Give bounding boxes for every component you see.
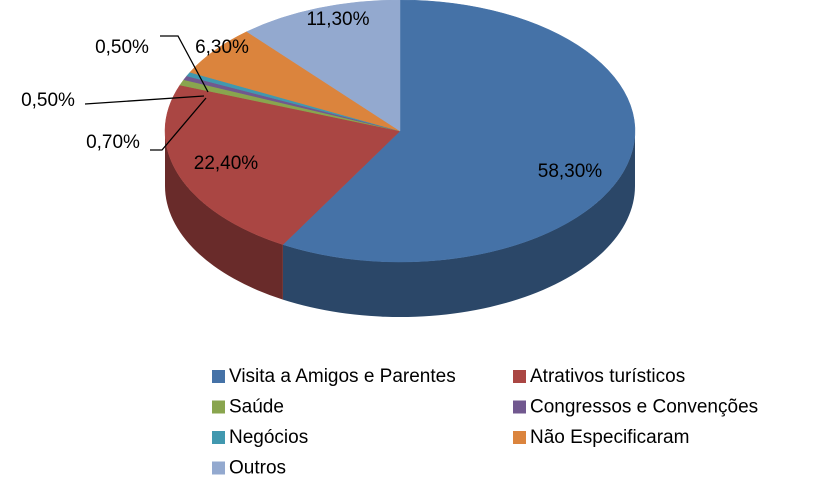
data-label: 0,50% xyxy=(21,90,75,111)
leader-line xyxy=(160,35,209,93)
slice-side xyxy=(165,131,283,300)
legend-label: Saúde xyxy=(229,397,284,418)
slice xyxy=(282,0,636,263)
legend-label: Atrativos turísticos xyxy=(530,366,685,387)
legend-swatch xyxy=(513,431,526,444)
data-label: 58,30% xyxy=(538,161,603,182)
legend-swatch xyxy=(513,370,526,383)
legend-swatch xyxy=(212,370,225,383)
legend-swatch xyxy=(212,461,225,475)
leader-line xyxy=(84,95,205,105)
legend-label: Outros xyxy=(229,458,286,479)
legend-label: Negócios xyxy=(229,427,308,448)
slice xyxy=(246,0,401,132)
slice xyxy=(164,84,401,245)
data-label: 11,30% xyxy=(306,9,369,30)
data-label: 6,30% xyxy=(195,37,249,58)
legend-label: Visita a Amigos e Parentes xyxy=(229,366,456,387)
slice-side xyxy=(282,131,635,317)
data-label: 0,70% xyxy=(86,132,140,153)
data-label: 0,50% xyxy=(95,37,149,58)
legend-swatch xyxy=(212,400,225,414)
leader-line xyxy=(150,97,207,151)
legend-label: Congressos e Convenções xyxy=(530,397,758,418)
legend-swatch xyxy=(212,431,225,444)
data-label: 22,40% xyxy=(194,153,259,174)
legend-label: Não Especificaram xyxy=(530,427,689,448)
legend-swatch xyxy=(513,400,526,414)
